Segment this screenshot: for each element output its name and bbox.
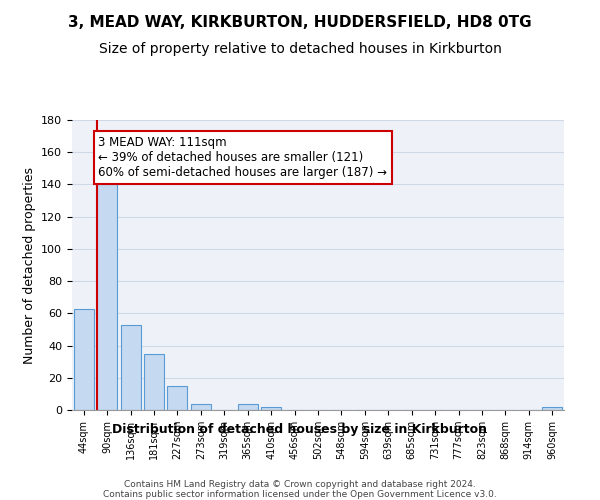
- Text: Contains HM Land Registry data © Crown copyright and database right 2024.
Contai: Contains HM Land Registry data © Crown c…: [103, 480, 497, 500]
- Bar: [238, 404, 257, 410]
- Bar: [97, 184, 117, 410]
- Bar: [144, 354, 164, 410]
- Text: 3 MEAD WAY: 111sqm
← 39% of detached houses are smaller (121)
60% of semi-detach: 3 MEAD WAY: 111sqm ← 39% of detached hou…: [98, 136, 388, 179]
- Text: 3, MEAD WAY, KIRKBURTON, HUDDERSFIELD, HD8 0TG: 3, MEAD WAY, KIRKBURTON, HUDDERSFIELD, H…: [68, 15, 532, 30]
- Bar: [542, 407, 562, 410]
- Bar: [191, 404, 211, 410]
- Y-axis label: Number of detached properties: Number of detached properties: [23, 166, 35, 364]
- Bar: [167, 386, 187, 410]
- Bar: [261, 407, 281, 410]
- Bar: [74, 308, 94, 410]
- Text: Distribution of detached houses by size in Kirkburton: Distribution of detached houses by size …: [113, 422, 487, 436]
- Bar: [121, 324, 140, 410]
- Text: Size of property relative to detached houses in Kirkburton: Size of property relative to detached ho…: [98, 42, 502, 56]
